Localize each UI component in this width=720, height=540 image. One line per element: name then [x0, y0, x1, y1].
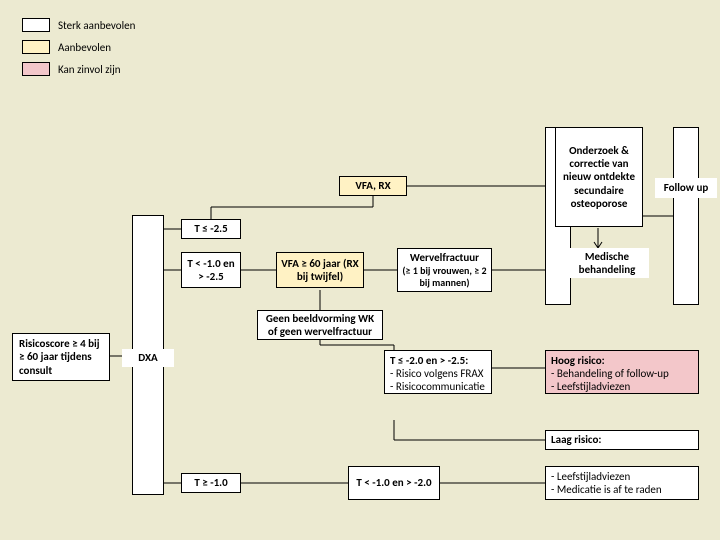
node-risicoscore: Risicoscore ≥ 4 bij ≥ 60 jaar tijdens co… [12, 333, 110, 381]
node-t-ge-10: T ≥ -1.0 [181, 473, 241, 493]
node-followup: Follow up [655, 178, 717, 198]
node-vfa-60: VFA ≥ 60 jaar (RX bij twijfel) [276, 252, 364, 288]
leef-l1: - Leefstijladviezen [551, 470, 630, 483]
node-medische: Medische behandeling [565, 248, 649, 278]
node-t-between: T < -1.0 en > -2.5 [181, 252, 241, 288]
legend: Sterk aanbevolen Aanbevolen Kan zinvol z… [22, 18, 135, 84]
node-vfa-rx: VFA, RX [339, 176, 407, 196]
legend-label: Kan zinvol zijn [58, 63, 121, 76]
legend-label: Sterk aanbevolen [58, 19, 135, 32]
frax-title: T ≤ -2.0 en > -2.5: [390, 354, 468, 367]
node-hoog: Hoog risico: - Behandeling of follow-up … [545, 350, 699, 394]
bar-follow [673, 127, 699, 305]
node-frax: T ≤ -2.0 en > -2.5: - Risico volgens FRA… [384, 350, 492, 394]
frax-l2: - Risicocommunicatie [390, 380, 485, 393]
node-t-le-25: T ≤ -2.5 [181, 219, 241, 239]
legend-item: Sterk aanbevolen [22, 18, 135, 32]
node-laag: Laag risico: [545, 430, 699, 450]
node-onderzoek: Onderzoek & correctie van nieuw ontdekte… [555, 127, 643, 227]
node-geen-beeld: Geen beeldvorming WK of geen wervelfract… [257, 310, 383, 340]
hoog-l1: - Behandeling of follow-up [551, 367, 669, 380]
legend-label: Aanbevolen [58, 41, 111, 54]
wervel-title: Wervelfractuur [410, 251, 479, 264]
legend-item: Aanbevolen [22, 40, 135, 54]
legend-swatch-sterk [22, 18, 50, 32]
node-wervelfractuur: Wervelfractuur (≥ 1 bij vrouwen, ≥ 2 bij… [397, 248, 492, 292]
wervel-sub: (≥ 1 bij vrouwen, ≥ 2 bij mannen) [401, 265, 488, 289]
legend-item: Kan zinvol zijn [22, 62, 135, 76]
leef-l2: - Medicatie is af te raden [551, 483, 662, 496]
node-leefstijl: - Leefstijladviezen - Medicatie is af te… [545, 466, 699, 500]
legend-swatch-aanbevolen [22, 40, 50, 54]
node-t-20: T < -1.0 en > -2.0 [348, 466, 440, 500]
hoog-title: Hoog risico: [551, 354, 605, 367]
node-dxa: DXA [122, 349, 174, 367]
hoog-l2: - Leefstijladviezen [551, 380, 630, 393]
legend-swatch-zinvol [22, 62, 50, 76]
frax-l1: - Risico volgens FRAX [390, 367, 483, 380]
